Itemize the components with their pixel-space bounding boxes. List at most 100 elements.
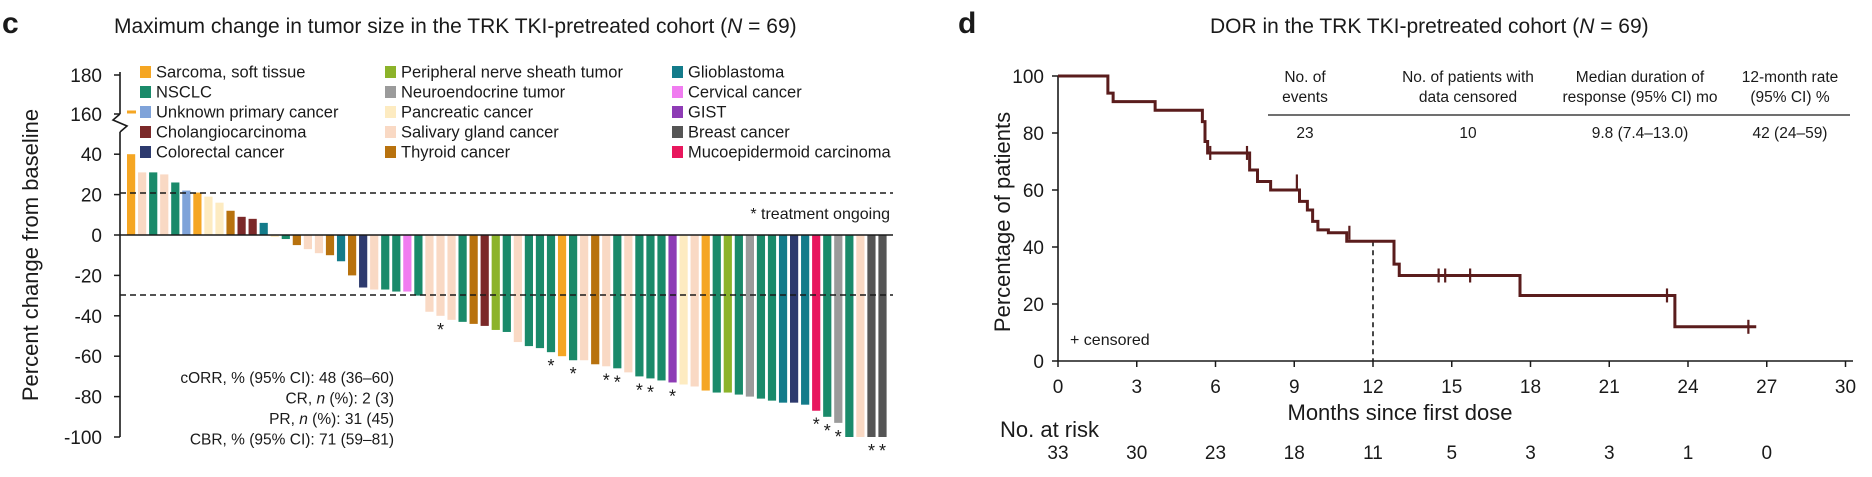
waterfall-bar (160, 174, 169, 235)
legend-swatch (140, 126, 151, 138)
waterfall-bar (138, 172, 147, 235)
waterfall-bar (613, 235, 622, 369)
waterfall-bar (823, 235, 832, 417)
ongoing-star: * (603, 370, 610, 390)
legend-swatch (385, 86, 396, 98)
x-tick-label: 9 (1289, 377, 1300, 398)
at-risk-count: 18 (1284, 443, 1305, 464)
x-tick-label: 12 (1362, 377, 1383, 398)
table-value: 42 (24–59) (1753, 125, 1828, 142)
waterfall-bar (812, 235, 821, 411)
legend-swatch (140, 66, 151, 78)
y-tick-label: -40 (75, 307, 102, 328)
panel-c-y-ticks (114, 74, 120, 438)
x-tick-label: 3 (1131, 377, 1142, 398)
x-tick-label: 30 (1835, 377, 1856, 398)
legend-label: GIST (688, 104, 727, 122)
x-tick-label: 24 (1677, 377, 1699, 398)
legend-label: Mucoepidermoid carcinoma (688, 144, 891, 162)
waterfall-bar (348, 235, 357, 276)
panel-c-y-tick-labels: 40 20 0 -20 -40 -60 -80 -100 180 160 (64, 66, 102, 449)
waterfall-bar (381, 235, 390, 290)
waterfall-bar (436, 235, 445, 316)
waterfall-bar (127, 154, 136, 235)
waterfall-bar (624, 235, 633, 373)
censored-note: + censored (1070, 332, 1150, 349)
y-tick-label: -20 (75, 266, 102, 287)
waterfall-bar (778, 235, 788, 403)
legend-swatch (672, 146, 683, 158)
waterfall-bar (591, 235, 600, 365)
y-tick-label: 20 (81, 186, 102, 207)
legend-item: Peripheral nerve sheath tumor (385, 64, 623, 82)
waterfall-bar (259, 222, 268, 235)
at-risk-count: 3 (1604, 443, 1615, 464)
waterfall-bar (447, 235, 456, 320)
response-stat: cORR, % (95% CI): 48 (36–60) (180, 370, 394, 387)
legend-swatch (672, 86, 683, 98)
table-header: No. of (1284, 69, 1326, 86)
legend-swatch (672, 66, 683, 78)
legend-label: Breast cancer (688, 124, 790, 142)
table-header: response (95% CI) mo (1562, 89, 1717, 106)
waterfall-bar (182, 190, 191, 235)
waterfall-bar (292, 235, 301, 246)
waterfall-bar (602, 235, 611, 367)
panel-d-title: DOR in the TRK TKI-pretreated cohort (N … (1210, 15, 1649, 38)
waterfall-bar (359, 235, 368, 288)
waterfall-bar (226, 210, 235, 235)
km-curve (1058, 74, 1757, 329)
at-risk-count: 5 (1446, 443, 1457, 464)
legend-swatch (385, 106, 396, 118)
response-stat: CBR, % (95% CI): 71 (59–81) (190, 432, 394, 449)
waterfall-bar (248, 218, 257, 235)
legend-item: Salivary gland cancer (385, 124, 559, 142)
x-tick-label: 21 (1599, 377, 1620, 398)
waterfall-bar (513, 235, 522, 343)
panel-c: c Maximum change in tumor size in the TR… (2, 7, 893, 461)
waterfall-bar (303, 235, 312, 250)
waterfall-bar (281, 235, 290, 240)
ongoing-star: * (868, 441, 875, 461)
legend-label: Colorectal cancer (156, 144, 285, 162)
legend-item: Mucoepidermoid carcinoma (672, 144, 891, 162)
table-header: 12-month rate (1742, 69, 1839, 86)
legend-swatch (385, 146, 396, 158)
y-tick-label: 180 (70, 66, 102, 87)
panel-d-ticks: 0 3 6 9 12 15 18 21 24 27 30 0 20 40 60 80 100 (1012, 67, 1856, 398)
x-tick-label: 0 (1053, 377, 1064, 398)
waterfall-bar (414, 235, 423, 296)
ongoing-star: * (547, 356, 554, 376)
waterfall-bar (502, 235, 511, 332)
y-tick-label: 40 (1023, 238, 1044, 259)
ongoing-star: * (647, 382, 654, 402)
table-header: events (1282, 89, 1328, 106)
y-tick-label: 40 (81, 145, 102, 166)
table-header: data censored (1419, 89, 1517, 106)
waterfall-bar (325, 235, 335, 256)
legend-swatch (385, 66, 396, 78)
waterfall-bar (480, 235, 489, 326)
legend-label: Neuroendocrine tumor (401, 84, 566, 102)
censor-marks (1209, 145, 1750, 334)
legend-item: Thyroid cancer (385, 144, 511, 162)
table-header: Median duration of (1576, 69, 1705, 86)
tumor-type-legend: Sarcoma, soft tissue NSCLC Unknown primary… (127, 64, 891, 162)
panel-d-letter: d (958, 7, 976, 40)
legend-label: Peripheral nerve sheath tumor (401, 64, 623, 82)
legend-label: Salivary gland cancer (401, 124, 559, 142)
legend-label: Pancreatic cancer (401, 104, 534, 122)
legend-item: Sarcoma, soft tissue (140, 64, 305, 82)
waterfall-bar (657, 235, 666, 381)
waterfall-bar (149, 172, 158, 235)
legend-item: GIST (672, 104, 727, 122)
ongoing-star: * (570, 364, 577, 384)
response-stats: cORR, % (95% CI): 48 (36–60) CR, n (%): 2… (180, 370, 394, 449)
x-tick-label: 15 (1441, 377, 1462, 398)
ongoing-star: * (614, 372, 621, 392)
table-header: No. of patients with (1402, 69, 1534, 86)
x-tick-label: 18 (1520, 377, 1541, 398)
waterfall-bar (712, 235, 721, 393)
panel-d-ylabel: Percentage of patients (990, 112, 1015, 332)
